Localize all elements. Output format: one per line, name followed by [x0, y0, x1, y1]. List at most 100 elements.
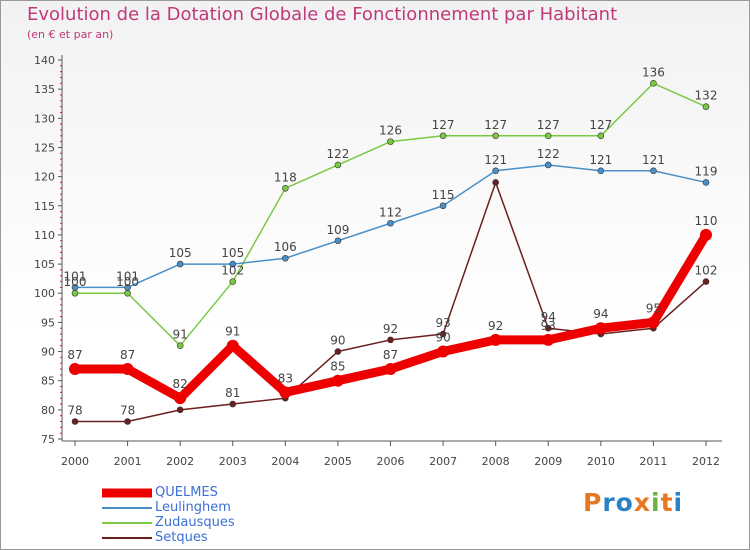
data-label-setques: 78: [120, 404, 135, 418]
data-label-zudausques: 127: [484, 118, 507, 132]
data-point-quelmes: [121, 363, 134, 376]
y-tick-label: 110: [34, 229, 55, 242]
data-label-setques: 92: [383, 322, 398, 336]
data-point-zudausques: [492, 132, 499, 140]
data-point-leulinghem: [124, 284, 131, 291]
chart-title: Evolution de la Dotation Globale de Fonc…: [27, 4, 618, 25]
data-label-setques: 78: [67, 404, 82, 418]
data-label-quelmes: 83: [278, 371, 293, 385]
data-label-quelmes: 94: [593, 307, 608, 321]
data-label-leulinghem: 101: [116, 269, 139, 283]
data-label-quelmes: 93: [541, 319, 556, 333]
data-label-zudausques: 136: [642, 65, 665, 79]
y-tick-label: 120: [34, 171, 55, 184]
data-point-zudausques: [282, 184, 289, 192]
legend-label-quelmes: QUELMES: [155, 485, 218, 500]
data-label-quelmes: 87: [383, 348, 398, 362]
data-label-zudausques: 122: [326, 147, 349, 161]
data-point-leulinghem: [597, 167, 605, 175]
data-label-quelmes: 87: [120, 348, 135, 362]
data-label-zudausques: 102: [221, 264, 244, 278]
data-point-quelmes: [331, 374, 344, 387]
data-point-quelmes: [489, 333, 502, 346]
data-point-leulinghem: [334, 237, 342, 245]
x-tick-label: 2005: [324, 455, 352, 468]
x-tick-label: 2008: [482, 455, 510, 468]
data-point-quelmes: [647, 316, 660, 329]
data-point-leulinghem: [229, 260, 237, 268]
data-point-quelmes: [174, 392, 187, 405]
data-point-quelmes: [542, 333, 555, 346]
y-tick-label: 75: [41, 433, 55, 446]
data-point-setques: [176, 406, 184, 414]
legend-swatch-setques: [102, 537, 152, 539]
logo-letter: i: [651, 488, 661, 517]
data-point-quelmes: [700, 228, 712, 241]
data-point-leulinghem: [282, 254, 289, 262]
y-tick-label: 85: [41, 375, 55, 388]
data-label-quelmes: 110: [695, 214, 718, 228]
data-label-zudausques: 126: [379, 124, 402, 138]
y-tick-label: 95: [41, 316, 55, 329]
data-point-zudausques: [702, 103, 710, 110]
y-tick-label: 100: [34, 287, 55, 300]
data-point-zudausques: [439, 132, 447, 140]
data-point-leulinghem: [544, 161, 552, 169]
x-tick-label: 2002: [166, 455, 194, 468]
data-point-zudausques: [597, 132, 605, 140]
data-label-zudausques: 118: [274, 170, 297, 184]
data-point-setques: [702, 278, 710, 285]
logo-letter: i: [673, 488, 684, 517]
data-label-leulinghem: 121: [589, 153, 612, 167]
data-point-leulinghem: [387, 219, 394, 227]
legend-swatch-quelmes: [102, 488, 152, 498]
data-label-zudausques: 127: [589, 118, 612, 132]
data-point-setques: [124, 418, 131, 425]
data-point-quelmes: [226, 339, 239, 352]
legend-label-zudausques: Zudausques: [155, 515, 235, 530]
data-label-quelmes: 90: [435, 331, 450, 345]
data-point-quelmes: [384, 363, 397, 376]
y-tick-label: 140: [34, 54, 55, 67]
legend-label-setques: Setques: [155, 530, 208, 545]
proxiti-logo: Proxiti: [583, 488, 683, 517]
data-point-setques: [439, 330, 447, 338]
data-label-quelmes: 82: [173, 377, 188, 391]
data-label-leulinghem: 112: [379, 205, 402, 219]
data-label-leulinghem: 105: [169, 246, 192, 260]
legend-swatch-zudausques: [102, 522, 152, 524]
data-label-leulinghem: 105: [221, 246, 244, 260]
data-label-leulinghem: 115: [432, 188, 455, 202]
x-tick-label: 2009: [534, 455, 562, 468]
data-label-leulinghem: 119: [695, 164, 718, 178]
data-point-leulinghem: [702, 179, 710, 186]
data-label-leulinghem: 122: [537, 147, 560, 161]
y-tick-label: 130: [34, 112, 55, 125]
data-point-zudausques: [387, 138, 394, 145]
data-label-leulinghem: 101: [64, 269, 87, 283]
data-label-zudausques: 132: [695, 89, 718, 103]
data-label-quelmes: 87: [67, 348, 82, 362]
y-tick-label: 105: [34, 258, 55, 271]
x-tick-label: 2006: [377, 455, 405, 468]
data-point-leulinghem: [650, 167, 657, 175]
legend-label-leulinghem: Leulinghem: [155, 500, 231, 515]
data-point-setques: [492, 179, 499, 186]
data-point-zudausques: [229, 278, 237, 285]
data-label-quelmes: 85: [330, 360, 345, 374]
data-label-zudausques: 91: [173, 328, 188, 342]
y-tick-label: 115: [34, 200, 55, 213]
x-tick-label: 2004: [271, 455, 299, 468]
data-point-zudausques: [650, 80, 657, 87]
data-label-setques: 90: [330, 334, 345, 348]
x-tick-label: 2010: [587, 455, 615, 468]
data-label-setques: 94: [541, 310, 556, 324]
data-point-setques: [544, 324, 552, 332]
x-tick-label: 2001: [114, 455, 142, 468]
chart-subtitle: (en € et par an): [27, 28, 114, 41]
data-label-zudausques: 127: [537, 118, 560, 132]
data-label-zudausques: 100: [64, 275, 87, 289]
y-tick-label: 135: [34, 83, 55, 96]
